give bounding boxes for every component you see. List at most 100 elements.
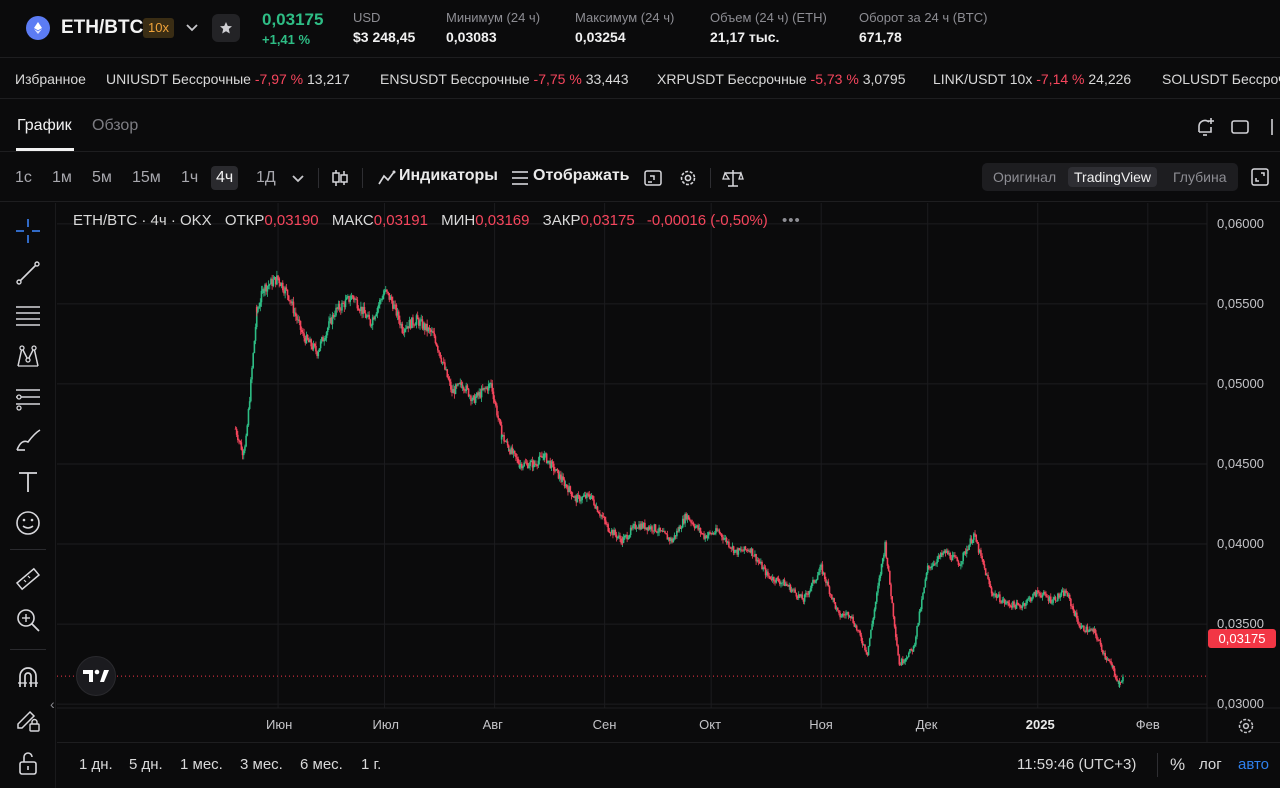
magnet-tool[interactable] xyxy=(14,663,42,691)
favorite-button[interactable] xyxy=(212,14,240,42)
range-6m[interactable]: 6 мес. xyxy=(300,756,343,773)
ruler-tool[interactable] xyxy=(14,565,42,593)
candle-body xyxy=(605,520,607,525)
window-icon[interactable] xyxy=(1229,116,1251,138)
candle-body xyxy=(1002,599,1005,601)
trend-line-tool[interactable] xyxy=(14,259,42,287)
ticker-item[interactable]: LINK/USDT 10x -7,14 % 24,226 xyxy=(933,71,1131,87)
display-button[interactable]: Отображать xyxy=(533,167,630,184)
range-3m[interactable]: 3 мес. xyxy=(240,756,283,773)
crosshair-tool[interactable] xyxy=(14,217,42,245)
candle-body xyxy=(652,530,654,532)
log-scale-toggle[interactable]: лог xyxy=(1199,756,1222,773)
alert-bell-icon[interactable] xyxy=(1194,116,1216,138)
candle-body xyxy=(412,317,414,325)
candle-body xyxy=(692,522,695,526)
candle-body xyxy=(380,299,382,301)
indicators-icon[interactable] xyxy=(376,167,398,189)
more-menu-icon[interactable] xyxy=(1264,116,1280,138)
timeframe-1d[interactable]: 1Д xyxy=(256,169,276,186)
ticker-item[interactable]: SOLUSDT Бессроч xyxy=(1162,71,1280,87)
candle-body xyxy=(629,527,632,536)
tradingview-logo[interactable] xyxy=(76,656,116,696)
horizontal-lines-tool[interactable] xyxy=(14,301,42,329)
display-settings-icon[interactable] xyxy=(509,167,531,189)
timeframe-1s[interactable]: 1с xyxy=(15,169,32,186)
chevron-down-icon[interactable] xyxy=(182,17,202,37)
fib-tool[interactable] xyxy=(14,384,42,412)
range-1m[interactable]: 1 мес. xyxy=(180,756,223,773)
candle-body xyxy=(1071,606,1073,607)
candle-body xyxy=(614,530,617,535)
percent-scale-toggle[interactable]: % xyxy=(1170,755,1186,774)
indicators-button[interactable]: Индикаторы xyxy=(399,167,498,184)
timeframe-5m[interactable]: 5м xyxy=(92,169,112,186)
candle-body xyxy=(1034,592,1037,597)
range-1y[interactable]: 1 г. xyxy=(361,756,382,773)
candle-body xyxy=(1085,626,1088,633)
candle-body xyxy=(857,629,859,631)
candle-body xyxy=(713,533,716,535)
tab-overview[interactable]: Обзор xyxy=(92,117,139,134)
price-chart[interactable] xyxy=(57,203,1280,743)
gear-icon[interactable] xyxy=(677,167,699,189)
candle-body xyxy=(445,369,447,371)
ticker-item[interactable]: UNIUSDT Бессрочные -7,97 % 13,217 xyxy=(106,71,350,87)
price-change: +1,41 % xyxy=(262,32,311,47)
candles-icon[interactable] xyxy=(329,167,351,189)
timeframe-4h[interactable]: 4ч xyxy=(211,166,239,190)
tab-chart[interactable]: График xyxy=(17,117,72,134)
candle-body xyxy=(867,645,870,656)
clock-timezone[interactable]: 11:59:46 (UTC+3) xyxy=(1017,756,1137,773)
candle-body xyxy=(1008,603,1011,606)
unlock-tool[interactable] xyxy=(14,749,42,777)
favorites-label[interactable]: Избранное xyxy=(15,71,86,87)
candlestick-chart[interactable] xyxy=(57,203,1280,743)
candle-body xyxy=(571,496,574,497)
candle-body xyxy=(747,549,749,552)
candle-body xyxy=(497,415,499,419)
pair-name[interactable]: ETH/BTC xyxy=(61,17,144,38)
ticker-item[interactable]: XRPUSDT Бессрочные -5,73 % 3,0795 xyxy=(657,71,906,87)
candle-body xyxy=(1098,639,1101,641)
candle-body xyxy=(512,450,515,454)
timeframe-1h[interactable]: 1ч xyxy=(181,169,199,186)
text-tool[interactable] xyxy=(14,468,42,496)
gear-icon[interactable] xyxy=(1236,716,1256,736)
candle-body xyxy=(523,462,525,467)
fullscreen-icon[interactable] xyxy=(1249,166,1271,188)
candle-body xyxy=(673,535,676,539)
legend-more-icon[interactable]: ••• xyxy=(781,212,801,229)
emoji-tool[interactable] xyxy=(14,509,42,537)
pattern-tool[interactable] xyxy=(14,342,42,370)
candle-body xyxy=(252,353,254,368)
brush-tool[interactable] xyxy=(14,426,42,454)
collapse-toolbar-icon[interactable]: ‹ xyxy=(50,696,55,712)
view-depth[interactable]: Глубина xyxy=(1173,169,1227,185)
candle-body xyxy=(702,533,704,535)
replay-icon[interactable] xyxy=(642,167,664,189)
timeframe-15m[interactable]: 15м xyxy=(132,169,161,186)
magnet-icon xyxy=(18,667,38,687)
candle-body xyxy=(1078,623,1080,626)
candle-body xyxy=(693,525,696,528)
candle-body xyxy=(765,571,768,576)
zoom-tool[interactable] xyxy=(14,606,42,634)
lock-drawing-tool[interactable] xyxy=(14,706,42,734)
candle-body xyxy=(764,567,767,576)
candle-body xyxy=(1053,597,1056,600)
view-tradingview[interactable]: TradingView xyxy=(1068,167,1158,187)
compare-scale-icon[interactable] xyxy=(722,167,744,189)
view-original[interactable]: Оригинал xyxy=(993,169,1057,185)
ticker-item[interactable]: ENSUSDT Бессрочные -7,75 % 33,443 xyxy=(380,71,629,87)
candle-body xyxy=(352,296,355,300)
candle-body xyxy=(567,487,569,493)
candle-body xyxy=(965,549,968,554)
auto-scale-toggle[interactable]: авто xyxy=(1238,756,1270,773)
candle-body xyxy=(973,533,975,540)
range-1d[interactable]: 1 дн. xyxy=(79,756,113,773)
timeframe-1m[interactable]: 1м xyxy=(52,169,72,186)
tools-divider xyxy=(10,649,46,650)
chevron-down-icon[interactable] xyxy=(287,167,309,189)
range-5d[interactable]: 5 дн. xyxy=(129,756,163,773)
